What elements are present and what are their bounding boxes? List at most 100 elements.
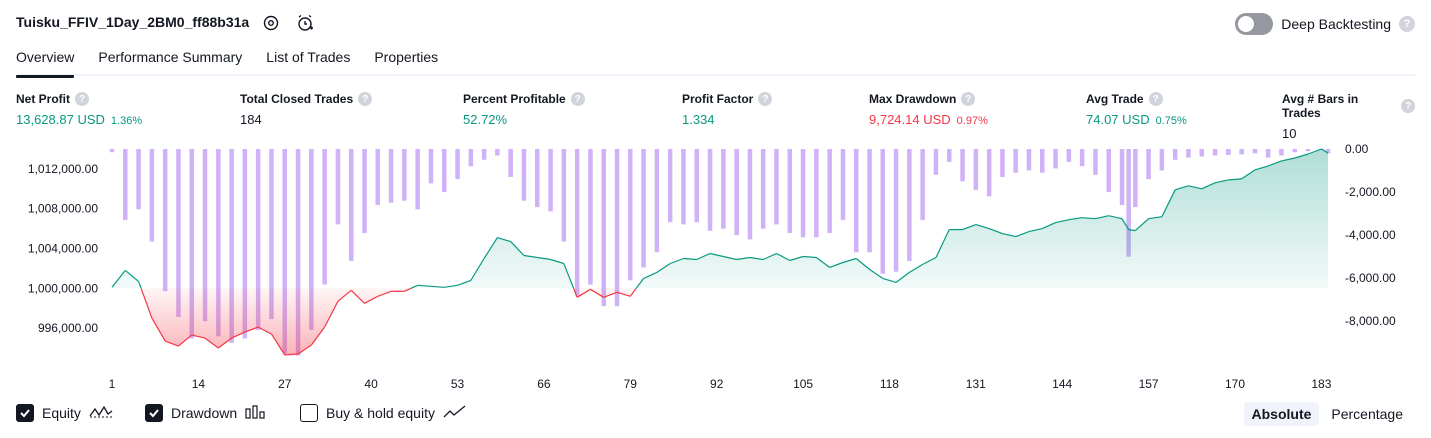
stat-total-closed-trades: Total Closed Trades? 184 xyxy=(240,92,373,127)
stat-label: Profit Factor xyxy=(682,92,754,106)
equity-line-segment xyxy=(1188,185,1202,190)
equity-line-segment xyxy=(882,277,897,283)
alarm-add-icon[interactable] xyxy=(294,12,316,34)
equity-line-segment xyxy=(444,284,458,288)
tab-properties[interactable]: Properties xyxy=(374,49,439,65)
equity-line-segment xyxy=(1042,222,1056,230)
drawdown-bar xyxy=(176,149,181,317)
help-icon[interactable]: ? xyxy=(358,92,373,106)
x-axis-tick: 1 xyxy=(109,377,116,391)
drawdown-bar xyxy=(295,149,301,356)
equity-checkbox[interactable] xyxy=(16,404,34,422)
equity-line-segment xyxy=(1281,157,1295,162)
equity-line-segment xyxy=(497,237,511,243)
equity-line-segment xyxy=(643,271,658,279)
drawdown-bar xyxy=(123,149,128,221)
equity-line-segment xyxy=(683,257,697,261)
equity-line-segment xyxy=(510,241,525,256)
drawdown-bar xyxy=(561,149,567,242)
help-icon[interactable]: ? xyxy=(75,92,89,106)
drawdown-bar xyxy=(402,149,407,201)
chart-legend-bar: Equity Drawdown Buy & hold equity Absolu… xyxy=(16,402,1415,428)
stat-value: 1.334 xyxy=(682,112,715,127)
drawdown-bar xyxy=(840,149,846,221)
equity-drawdown-chart[interactable]: 1,012,000.00 1,008,000.00 1,004,000.00 1,00… xyxy=(0,140,1431,395)
drawdown-bar xyxy=(1325,149,1331,154)
buy-hold-toggle[interactable]: Buy & hold equity xyxy=(300,404,467,422)
drawdown-bar xyxy=(774,149,779,225)
drawdown-bar xyxy=(920,149,925,221)
settings-icon[interactable] xyxy=(260,12,282,34)
equity-line-segment xyxy=(573,288,578,298)
equity-line-segment xyxy=(988,228,1003,235)
equity-toggle[interactable]: Equity xyxy=(16,404,113,422)
drawdown-bar xyxy=(880,149,885,274)
left-axis-tick: 1,012,000.00 xyxy=(28,162,98,176)
drawdown-bar xyxy=(309,149,314,330)
deep-backtesting-label: Deep Backtesting xyxy=(1281,16,1391,32)
equity-line-segment xyxy=(1214,179,1229,184)
equity-line-segment xyxy=(1121,218,1130,230)
equity-line-segment xyxy=(829,261,844,268)
equity-line-segment xyxy=(244,326,259,333)
equity-line-segment xyxy=(762,252,777,261)
buy-hold-checkbox[interactable] xyxy=(300,404,318,422)
deep-backtesting-toggle[interactable] xyxy=(1235,13,1274,35)
x-axis-tick: 66 xyxy=(537,377,551,391)
drawdown-bar xyxy=(1265,149,1271,158)
stat-label: Percent Profitable xyxy=(463,92,566,106)
stat-value: 13,628.87 USD xyxy=(16,112,105,127)
equity-line-segment xyxy=(935,229,950,258)
help-icon[interactable]: ? xyxy=(1148,92,1163,106)
equity-line-segment xyxy=(457,279,472,286)
drawdown-bar xyxy=(667,149,673,223)
help-icon[interactable]: ? xyxy=(758,92,773,106)
equity-line-segment xyxy=(1068,217,1083,221)
help-icon[interactable]: ? xyxy=(1401,99,1415,113)
equity-line-segment xyxy=(410,284,418,289)
equity-line-segment xyxy=(217,337,232,349)
stat-value: 184 xyxy=(240,112,262,127)
x-axis-tick: 131 xyxy=(966,377,986,391)
equity-line-segment xyxy=(1307,148,1322,155)
right-axis-tick: -6,000.00 xyxy=(1345,271,1396,285)
drawdown-bar xyxy=(548,149,553,212)
drawdown-bar xyxy=(947,149,952,162)
drawdown-bar xyxy=(588,149,593,285)
equity-line-segment xyxy=(629,287,637,297)
x-axis-tick: 118 xyxy=(880,377,899,391)
equity-line-segment xyxy=(270,333,286,356)
equity-profit-area xyxy=(112,149,1328,289)
equity-line-segment xyxy=(124,269,139,282)
help-icon[interactable]: ? xyxy=(961,92,976,106)
equity-line-segment xyxy=(855,258,870,270)
equity-line-segment xyxy=(922,256,937,265)
stat-value: 74.07 USD xyxy=(1086,112,1150,127)
equity-line-segment xyxy=(1108,215,1123,220)
drawdown-bar xyxy=(1079,149,1085,167)
equity-line-segment xyxy=(257,326,272,335)
drawdown-toggle[interactable]: Drawdown xyxy=(145,404,267,422)
tab-overview[interactable]: Overview xyxy=(16,46,75,78)
drawdown-bar xyxy=(1199,149,1204,157)
tab-list-of-trades[interactable]: List of Trades xyxy=(266,49,351,65)
absolute-button[interactable]: Absolute xyxy=(1243,402,1320,426)
report-tabs: Overview Performance Summary List of Tra… xyxy=(16,46,1415,78)
equity-line-segment xyxy=(842,257,857,264)
help-icon[interactable]: ? xyxy=(570,92,585,106)
equity-line-segment xyxy=(909,263,924,273)
drawdown-bar xyxy=(282,149,287,354)
equity-line-segment xyxy=(337,289,352,302)
drawdown-bar xyxy=(734,149,739,236)
equity-line-segment xyxy=(284,353,299,356)
stat-percent: 0.97% xyxy=(956,115,988,127)
stat-value: 10 xyxy=(1282,126,1297,141)
help-icon[interactable]: ? xyxy=(1399,16,1415,32)
percentage-button[interactable]: Percentage xyxy=(1331,406,1403,422)
drawdown-bar xyxy=(681,149,686,225)
x-axis-tick: 170 xyxy=(1225,377,1245,391)
tab-performance-summary[interactable]: Performance Summary xyxy=(98,49,243,65)
stat-label: Avg Trade xyxy=(1086,92,1144,106)
drawdown-checkbox[interactable] xyxy=(145,404,163,422)
equity-line-segment xyxy=(656,263,671,273)
